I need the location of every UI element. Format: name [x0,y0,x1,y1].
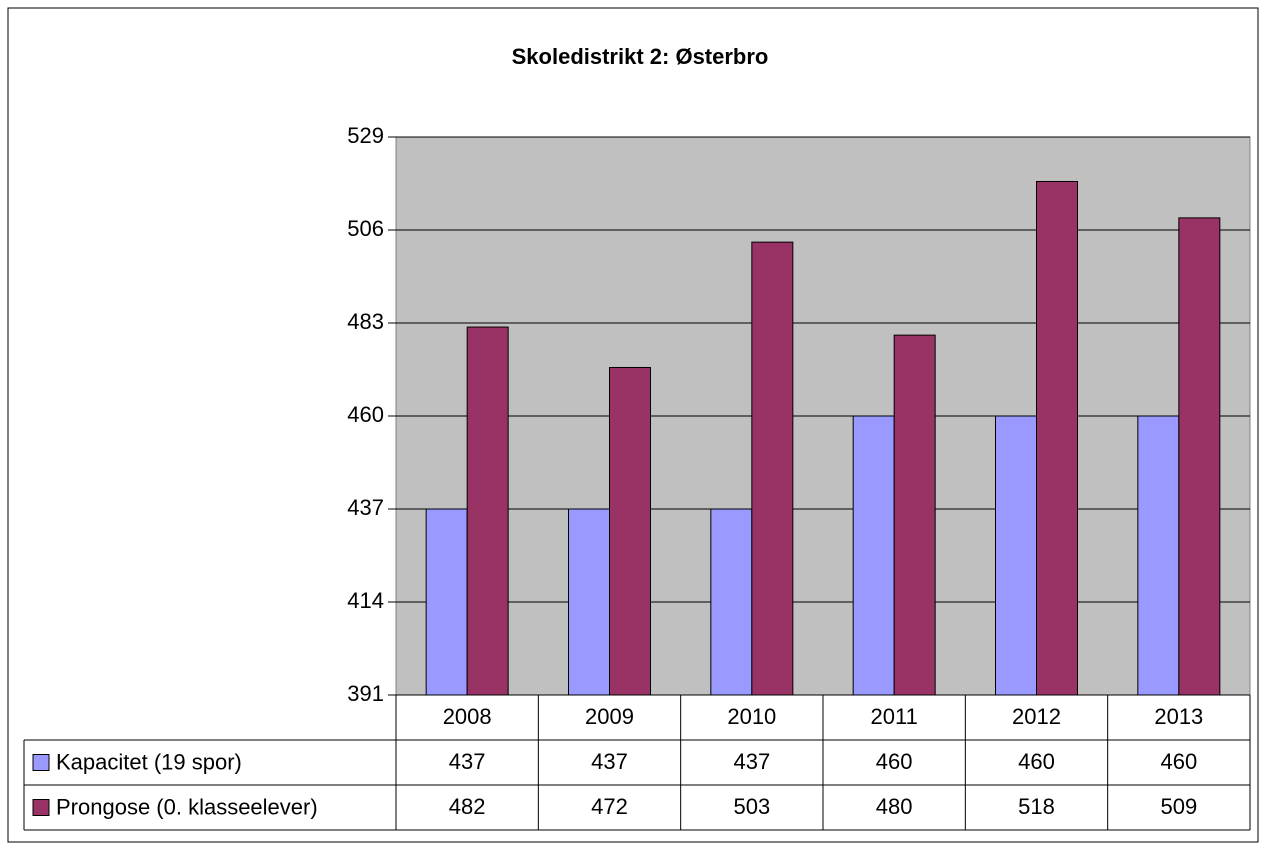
bar [893,334,936,696]
y-tick-label: 529 [347,123,384,148]
bar [995,415,1037,696]
y-tick-label: 391 [347,681,384,706]
table-value: 460 [1160,749,1197,774]
bar [609,366,651,696]
x-tick-label: 2008 [443,704,492,729]
y-tick-label: 460 [347,402,384,427]
chart-title: Skoledistrikt 2: Østerbro [512,44,769,69]
bar [425,508,468,696]
table-value: 503 [733,794,770,819]
bar [751,241,794,696]
y-tick-label: 483 [347,309,384,334]
table-value: 480 [876,794,913,819]
table-value: 518 [1018,794,1055,819]
table-value: 472 [591,794,628,819]
bar [710,508,753,696]
bar [1137,415,1180,696]
table-value: 437 [733,749,770,774]
table-value: 482 [449,794,486,819]
legend-swatch [32,754,50,771]
legend-swatch [32,799,50,816]
y-tick-label: 506 [347,216,384,241]
bar [1036,180,1078,696]
x-tick-label: 2010 [727,704,776,729]
y-tick-label: 414 [347,588,384,613]
bar [466,326,509,696]
x-tick-label: 2011 [871,704,918,729]
table-value: 509 [1160,794,1197,819]
table-value: 460 [876,749,913,774]
bar [852,415,895,696]
table-value: 437 [449,749,486,774]
y-tick-label: 437 [347,495,384,520]
x-tick-label: 2009 [585,704,634,729]
table-value: 437 [591,749,628,774]
x-tick-label: 2012 [1012,704,1061,729]
table-value: 460 [1018,749,1055,774]
legend-label: Kapacitet (19 spor) [56,749,242,774]
bar [568,508,610,696]
bar [1178,217,1221,696]
legend-label: Prongose (0. klasseelever) [56,794,318,819]
x-tick-label: 2013 [1154,704,1203,729]
